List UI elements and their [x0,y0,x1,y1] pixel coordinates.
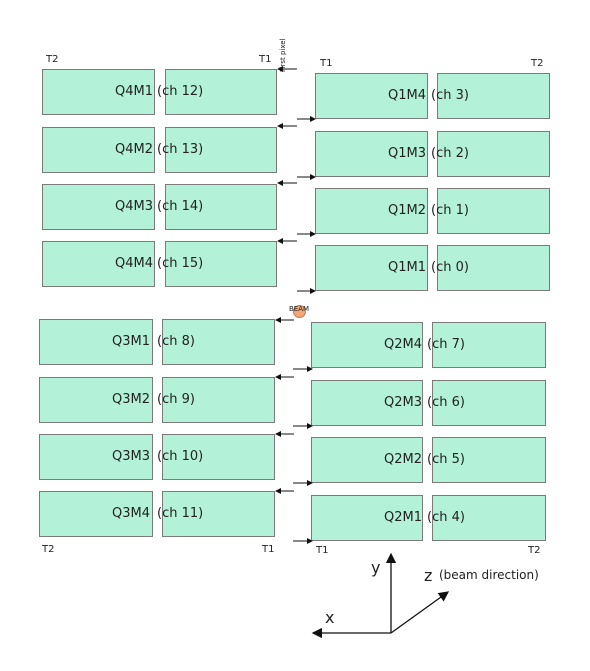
z-axis-label: z [424,566,432,585]
z-axis-note: (beam direction) [439,568,539,582]
z-axis-arrow [391,592,448,633]
y-axis-label: y [371,558,380,577]
x-axis-label: x [325,608,334,627]
